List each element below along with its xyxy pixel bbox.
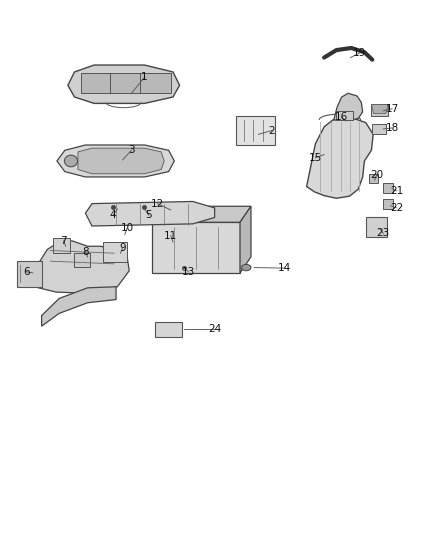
- Bar: [152, 222, 240, 273]
- Polygon shape: [334, 93, 363, 120]
- Bar: [336, 111, 353, 120]
- Text: 11: 11: [164, 231, 177, 240]
- Bar: [103, 242, 127, 262]
- Polygon shape: [34, 241, 129, 293]
- Bar: [155, 322, 182, 337]
- Polygon shape: [307, 117, 373, 198]
- Bar: [74, 253, 90, 266]
- Bar: [383, 183, 393, 193]
- Text: 17: 17: [385, 104, 399, 114]
- Bar: [366, 217, 387, 237]
- Polygon shape: [240, 206, 251, 273]
- Polygon shape: [78, 148, 164, 174]
- Polygon shape: [152, 206, 251, 222]
- Polygon shape: [371, 104, 388, 114]
- Text: 18: 18: [385, 123, 399, 133]
- Bar: [236, 116, 275, 145]
- Text: 14: 14: [278, 263, 291, 273]
- Polygon shape: [42, 287, 116, 326]
- Ellipse shape: [64, 155, 78, 167]
- Text: 13: 13: [182, 267, 195, 277]
- Polygon shape: [85, 201, 215, 226]
- Text: 5: 5: [145, 211, 152, 220]
- Text: 16: 16: [335, 112, 348, 122]
- Bar: [383, 199, 393, 209]
- Text: 2: 2: [268, 126, 275, 135]
- Text: 4: 4: [110, 211, 117, 220]
- Text: 21: 21: [390, 186, 403, 196]
- Bar: [53, 238, 70, 253]
- Text: 8: 8: [82, 247, 89, 256]
- Text: 6: 6: [23, 267, 30, 277]
- Text: 19: 19: [353, 49, 366, 58]
- Text: 7: 7: [60, 236, 67, 246]
- Text: 24: 24: [208, 325, 221, 334]
- Text: 23: 23: [377, 229, 390, 238]
- Text: 9: 9: [119, 243, 126, 253]
- Text: 10: 10: [120, 223, 134, 233]
- Bar: [372, 124, 386, 134]
- Text: 22: 22: [390, 203, 403, 213]
- Polygon shape: [81, 73, 171, 93]
- Text: 20: 20: [370, 170, 383, 180]
- Polygon shape: [68, 65, 180, 103]
- Polygon shape: [57, 145, 174, 177]
- Text: 12: 12: [151, 199, 164, 208]
- Text: 1: 1: [141, 72, 148, 82]
- Ellipse shape: [241, 264, 251, 271]
- Bar: [369, 174, 378, 183]
- Text: 3: 3: [128, 146, 135, 155]
- Text: 15: 15: [309, 153, 322, 163]
- Bar: [17, 261, 42, 287]
- Bar: [371, 104, 388, 116]
